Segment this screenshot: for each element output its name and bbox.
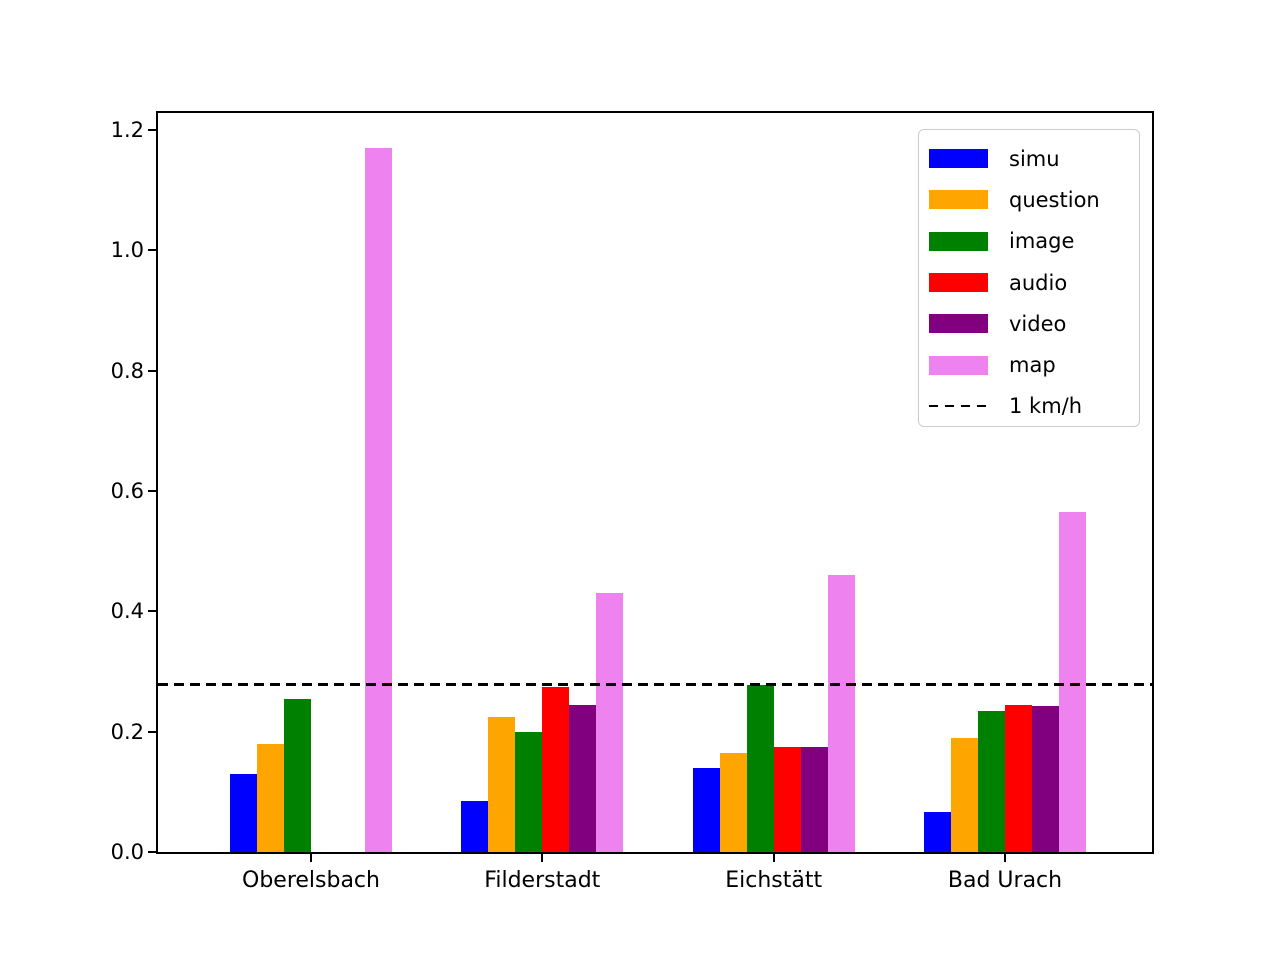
dashed-line-icon [929,404,988,408]
y-tick-mark [148,369,156,372]
legend-item-image: image [929,221,1139,262]
x-tick-mark [772,854,775,862]
y-tick-mark [148,851,156,853]
x-tick-mark [541,854,544,862]
legend-swatch-video [929,314,988,334]
y-tick-mark [148,610,156,613]
y-tick-label: 0.8 [110,358,144,383]
y-tick-label: 0.2 [110,719,144,744]
y-tick-label: 0.0 [110,840,144,864]
bar-image-oberelsbach [284,698,311,852]
legend-label-audio: audio [1009,270,1068,295]
bar-video-eichstätt [800,746,828,852]
bar-question-oberelsbach [257,743,284,852]
legend-label-image: image [1009,229,1075,254]
bar-question-filderstadt [488,716,516,852]
bar-map-bad-urach [1059,512,1086,852]
legend-swatch-audio [929,273,988,293]
x-tick-label-filderstadt: Filderstadt [484,868,601,893]
bar-audio-eichstätt [773,746,801,852]
bar-image-filderstadt [515,731,543,852]
legend-label-simu: simu [1009,146,1060,171]
bar-simu-oberelsbach [230,773,257,852]
y-tick-label: 0.6 [110,479,144,504]
legend-dashed-line-sample [929,397,988,416]
x-tick-mark [1004,854,1006,862]
bar-map-eichstätt [827,575,855,852]
legend-label-1kmh: 1 km/h [1009,394,1083,419]
bar-simu-filderstadt [461,800,489,852]
x-tick-mark [310,854,312,862]
bar-image-bad-urach [978,710,1005,852]
legend-swatch-simu [929,149,988,169]
bar-simu-eichstätt [692,767,720,852]
legend-item-simu: simu [929,138,1139,179]
y-tick-mark [148,129,156,132]
legend-item-1kmh: 1 km/h [929,386,1139,427]
legend-swatch-image [929,231,988,251]
bar-video-bad-urach [1032,705,1059,852]
x-tick-label-oberelsbach: Oberelsbach [242,868,380,893]
legend-item-question: question [929,179,1139,220]
bar-image-eichstätt [746,685,774,852]
x-tick-label-eichstätt: Eichstätt [725,868,823,893]
bar-map-oberelsbach [365,148,392,852]
y-tick-label: 1.0 [110,238,144,263]
y-tick-mark [148,730,156,733]
x-tick-label-bad-urach: Bad Urach [947,868,1063,893]
plot-area: simu question image audio video map 1 km/h [156,111,1154,854]
bar-audio-filderstadt [542,686,570,852]
bar-map-filderstadt [596,593,624,852]
legend-label-map: map [1009,353,1056,378]
y-tick-label: 1.2 [110,118,144,143]
y-tick-mark [148,490,156,493]
legend-swatch-map [929,355,988,375]
bar-question-bad-urach [951,737,978,852]
legend: simu question image audio video map 1 km/h [918,129,1140,427]
legend-label-question: question [1009,187,1100,212]
reference-line-1kmh [158,683,1152,687]
legend-label-video: video [1009,311,1067,336]
y-tick-label: 0.4 [110,599,144,624]
bar-question-eichstätt [719,752,747,852]
bar-simu-bad-urach [924,811,951,852]
legend-item-map: map [929,344,1139,385]
legend-item-video: video [929,303,1139,344]
legend-item-audio: audio [929,262,1139,303]
bar-video-filderstadt [569,704,597,852]
legend-swatch-question [929,190,988,210]
y-tick-mark [148,249,156,252]
bar-audio-bad-urach [1005,704,1032,852]
